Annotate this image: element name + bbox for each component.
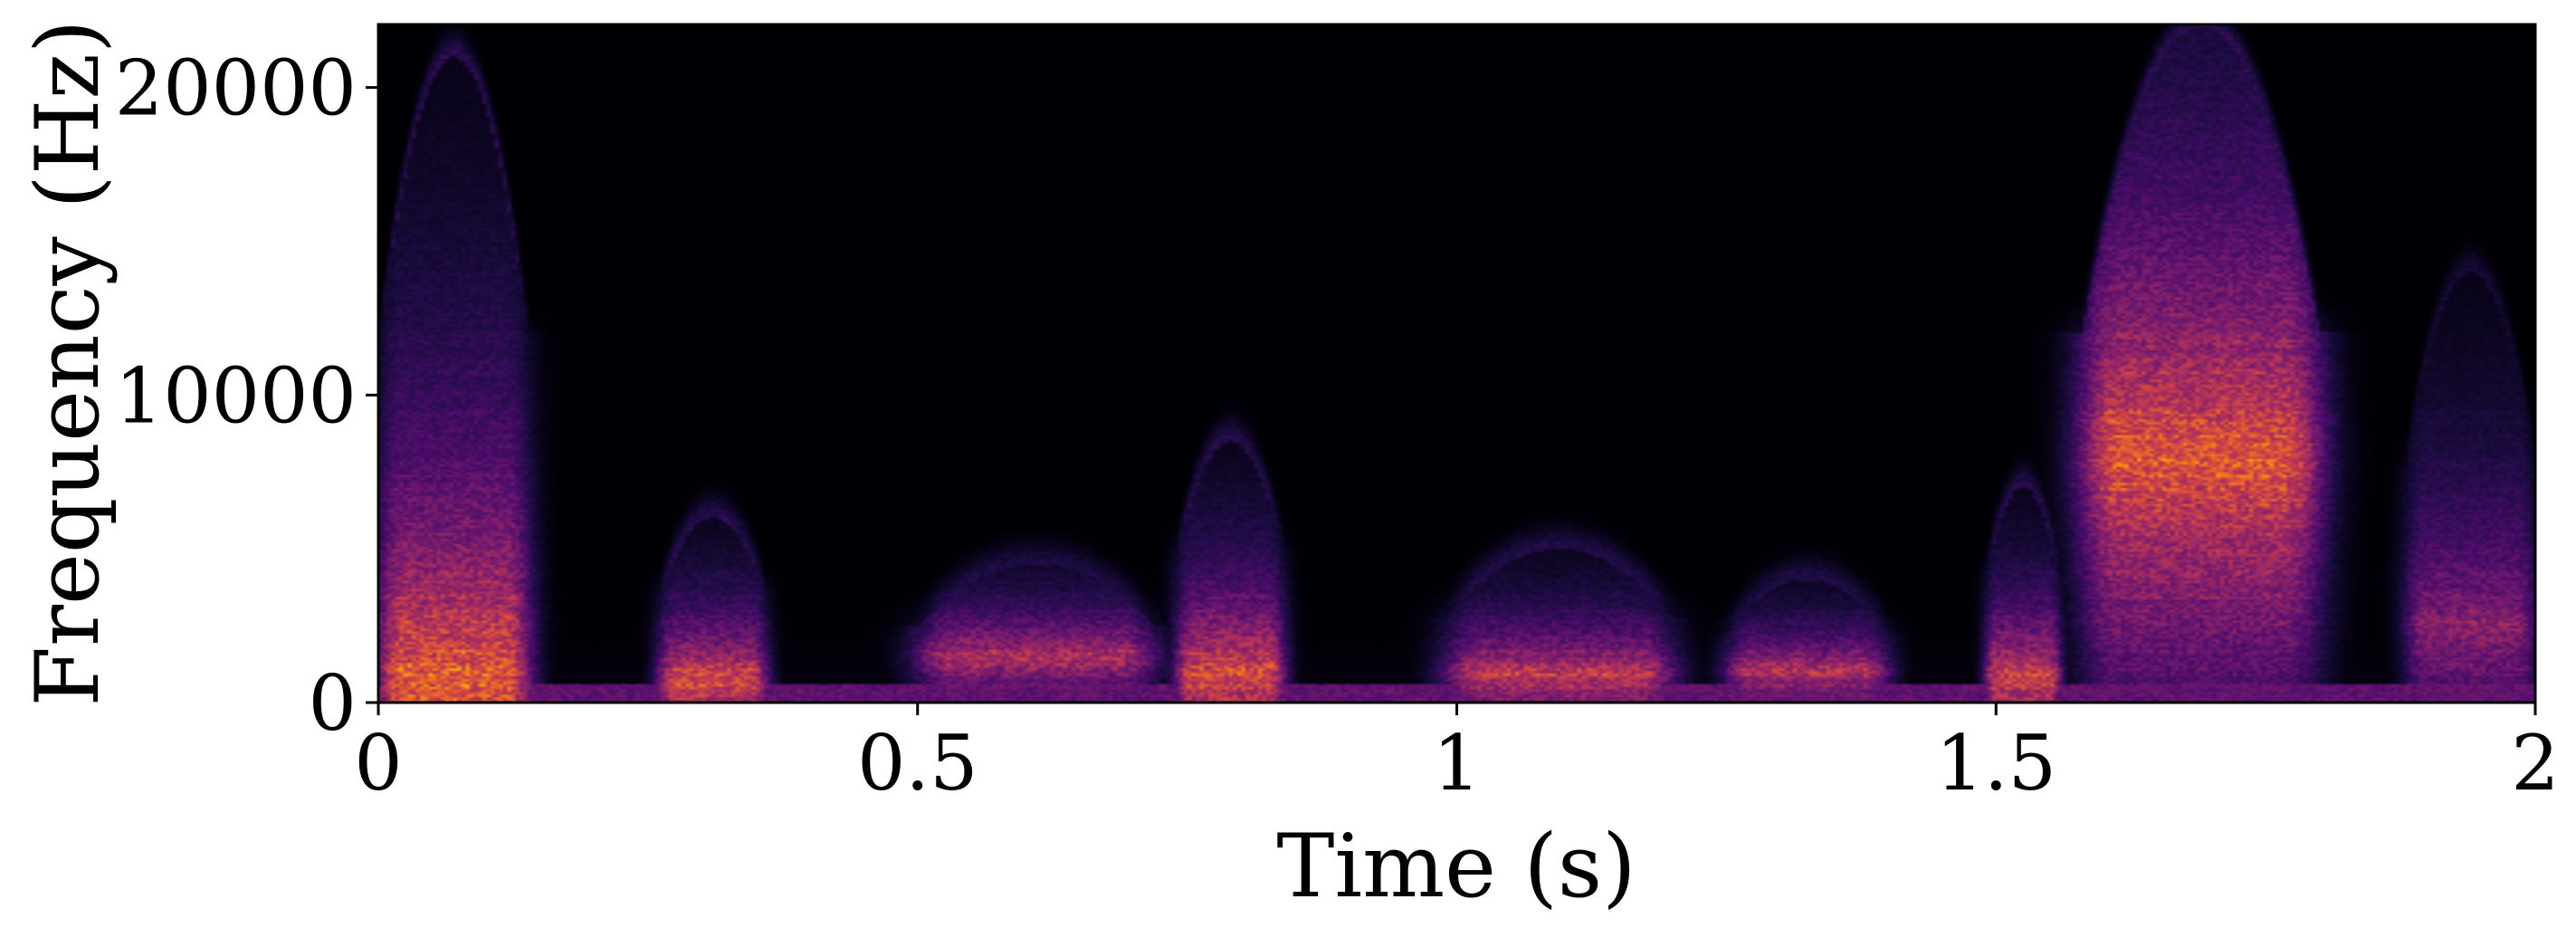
spectrogram-heatmap: [378, 24, 2535, 703]
y-tick-label: 0: [309, 659, 357, 748]
y-tick-label: 10000: [115, 351, 357, 440]
x-tick-label: 2: [2511, 719, 2559, 808]
x-tick-label: 0.5: [857, 719, 978, 808]
x-axis: 0 0.5 1 1.5 2: [354, 703, 2560, 808]
y-axis-title: Frequency (Hz): [17, 20, 119, 707]
spectrogram-plot-area: [377, 23, 2537, 704]
x-tick-label: 0: [354, 719, 402, 808]
y-tick-label: 20000: [115, 44, 357, 133]
y-axis: 0 10000 20000: [115, 44, 378, 748]
x-tick-label: 1.5: [1935, 719, 2056, 808]
x-axis-title: Time (s): [1276, 816, 1636, 917]
x-tick-label: 1: [1433, 719, 1481, 808]
